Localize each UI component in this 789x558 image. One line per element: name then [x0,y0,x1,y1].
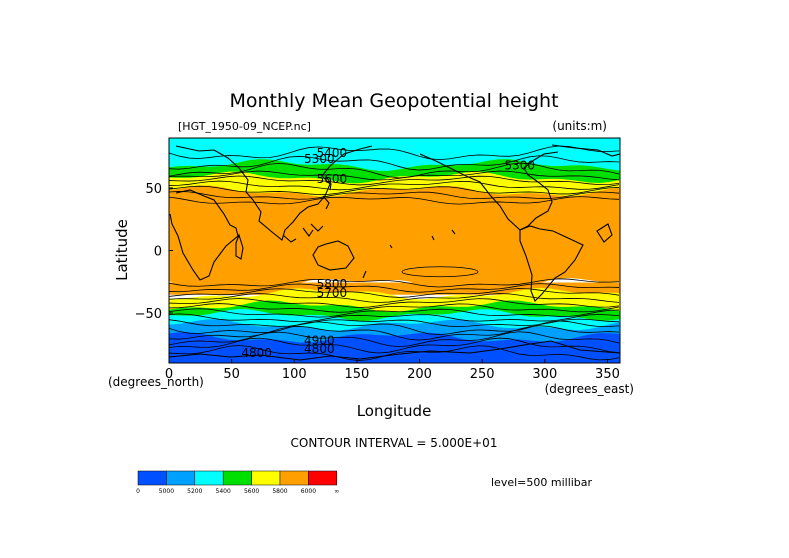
colorbar: 0 5000 5200 5400 5600 5800 6000 ∞ [136,470,339,495]
contour-lines [169,145,620,361]
contour-label: 4800 [304,342,335,356]
contour-line [169,318,620,328]
colorbar-swatch [308,470,338,486]
colorbar-swatch [222,470,252,486]
contour-line [169,170,620,181]
contour-line [169,155,620,171]
colorbar-tick-label: 5200 [187,488,202,495]
colorbar-tick-label: 5600 [244,488,259,495]
fill-band [169,332,620,363]
contour-line [169,278,620,288]
y-tick-label: 50 [145,182,162,197]
contour-line [169,196,620,205]
x-tick-label: 250 [470,367,495,382]
colorbar-swatch [137,470,167,486]
contour-line [169,293,620,303]
y-units-label: (degrees_north) [108,375,204,389]
colorbar-swatch [166,470,196,486]
contour-line [169,303,620,313]
colorbar-tick-label: ∞ [334,488,339,495]
contour-label: 5800 [317,277,348,291]
colorbar-tick-label: 5400 [216,488,231,495]
colorbar-swatch [194,470,224,486]
chart-title: Monthly Mean Geopotential height [229,90,558,112]
x-tick-label: 150 [345,367,370,382]
contour-label: 5700 [317,286,348,300]
y-axis-title: Latitude [113,219,131,281]
contour-line [169,345,620,361]
x-tick-label: 200 [407,367,432,382]
level-text: level=500 millibar [491,476,593,489]
y-axis: 50 0 −50 [135,182,173,322]
x-axis-title: Longitude [357,402,432,420]
contour-line [169,283,620,293]
dataset-label: [HGT_1950-09_NCEP.nc] [178,120,311,133]
x-tick-label: 300 [532,367,557,382]
colorbar-swatch [279,470,309,486]
contour-line [169,320,620,336]
contour-line [169,313,620,323]
contour-line [169,162,620,179]
y-tick-label: −50 [135,307,162,322]
x-tick-label: 100 [282,367,307,382]
contour-line [169,185,620,195]
x-tick-label: 0 [165,367,173,382]
contour-label: 4900 [304,333,335,347]
contour-line [169,298,620,308]
colorbar-tick-label: 6000 [301,488,316,495]
contour-label: 5600 [317,172,348,186]
units-label: (units:m) [552,119,607,133]
x-units-label: (degrees_east) [545,382,634,396]
contour-label: 5300 [304,152,335,166]
contour-line [169,308,620,318]
contour-label: 5400 [317,146,348,160]
x-tick-label: 50 [223,367,240,382]
tropical-closed-contour [401,266,479,278]
contour-label: 5300 [505,158,536,172]
contour-interval-text: CONTOUR INTERVAL = 5.000E+01 [291,436,498,450]
contour-line [169,175,620,186]
coastlines [169,144,620,361]
contour-line [169,337,620,354]
x-tick-label: 350 [595,367,620,382]
y-tick-label: 0 [154,245,162,260]
colorbar-swatch [251,470,281,486]
colorbar-tick-label: 0 [136,488,140,495]
x-axis: 0 50 100 150 200 250 300 350 [165,359,620,382]
contour-label: 4800 [241,346,272,360]
contour-line [169,145,620,160]
contour-line [169,325,620,341]
contour-line [169,331,620,348]
contour-line [169,191,620,200]
colorbar-tick-label: 5800 [272,488,287,495]
colorbar-tick-label: 5000 [159,488,174,495]
